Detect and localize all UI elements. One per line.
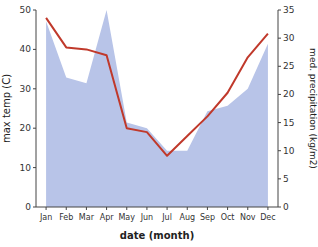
y-tick [33, 88, 36, 89]
x-tick-label: Jun [140, 213, 154, 222]
plot-area [46, 10, 268, 207]
y-tick-label: 30 [20, 84, 32, 94]
x-tick [126, 207, 127, 210]
y-tick [33, 49, 36, 50]
chart-container: 0 10 20 30 40 50 0 5 10 15 20 25 30 35 Jan Feb Mar AprMay… [0, 0, 318, 247]
y-tick [33, 207, 36, 208]
x-tick [106, 207, 107, 210]
y-tick [33, 167, 36, 168]
x-tick-label: Apr [100, 213, 115, 222]
y-tick-label: 20 [20, 123, 32, 133]
x-tick-label: Feb [59, 213, 73, 222]
y2-tick [278, 10, 281, 11]
x-tick-label: Oct [221, 213, 235, 222]
x-tick [167, 207, 168, 210]
x-tick [66, 207, 67, 210]
y2-tick [278, 66, 281, 67]
y2-tick-label: 20 [283, 89, 295, 99]
y2-tick [278, 150, 281, 151]
x-tick [247, 207, 248, 210]
y2-axis-label: med. precipitation (kg/m2) [308, 48, 318, 169]
y2-tick [278, 178, 281, 179]
x-tick-label: Dec [260, 213, 275, 222]
precip-area [46, 10, 268, 207]
x-tick-label: Nov [240, 213, 256, 222]
y-axis [36, 10, 37, 207]
y2-tick [278, 38, 281, 39]
x-tick [86, 207, 87, 210]
y-tick-label: 40 [20, 44, 32, 54]
y-tick-label: 50 [20, 5, 32, 15]
y2-tick-label: 0 [283, 202, 289, 212]
x-tick-label: Aug [179, 213, 195, 222]
y-tick-label: 0 [25, 202, 31, 212]
x-tick [267, 207, 268, 210]
y2-tick-label: 35 [283, 5, 294, 15]
y2-tick [278, 207, 281, 208]
y2-tick-label: 30 [283, 33, 295, 43]
x-tick-label: Mar [79, 213, 95, 222]
y2-tick [278, 122, 281, 123]
y-tick [33, 10, 36, 11]
x-tick [227, 207, 228, 210]
y2-tick-label: 15 [283, 118, 294, 128]
y-tick-label: 10 [20, 163, 32, 173]
x-tick [46, 207, 47, 210]
x-tick-label: Sep [200, 213, 215, 222]
x-axis-label: date (month) [120, 230, 194, 241]
y2-tick-label: 10 [283, 146, 295, 156]
y-tick [33, 128, 36, 129]
x-tick-label: Jul [161, 213, 172, 222]
temp-line [46, 18, 268, 156]
x-axis [36, 207, 278, 208]
y2-axis [278, 10, 279, 207]
chart: 0 10 20 30 40 50 0 5 10 15 20 25 30 35 Jan Feb Mar AprMay… [0, 0, 318, 247]
x-tick [207, 207, 208, 210]
y2-tick [278, 94, 281, 95]
y2-tick-label: 25 [283, 61, 294, 71]
y2-tick-label: 5 [283, 174, 289, 184]
y-axis-label: max temp (C) [1, 74, 12, 143]
x-tick-label: Jan [39, 213, 52, 222]
x-tick [187, 207, 188, 210]
x-tick [146, 207, 147, 210]
x-tick-label: May [118, 213, 135, 222]
